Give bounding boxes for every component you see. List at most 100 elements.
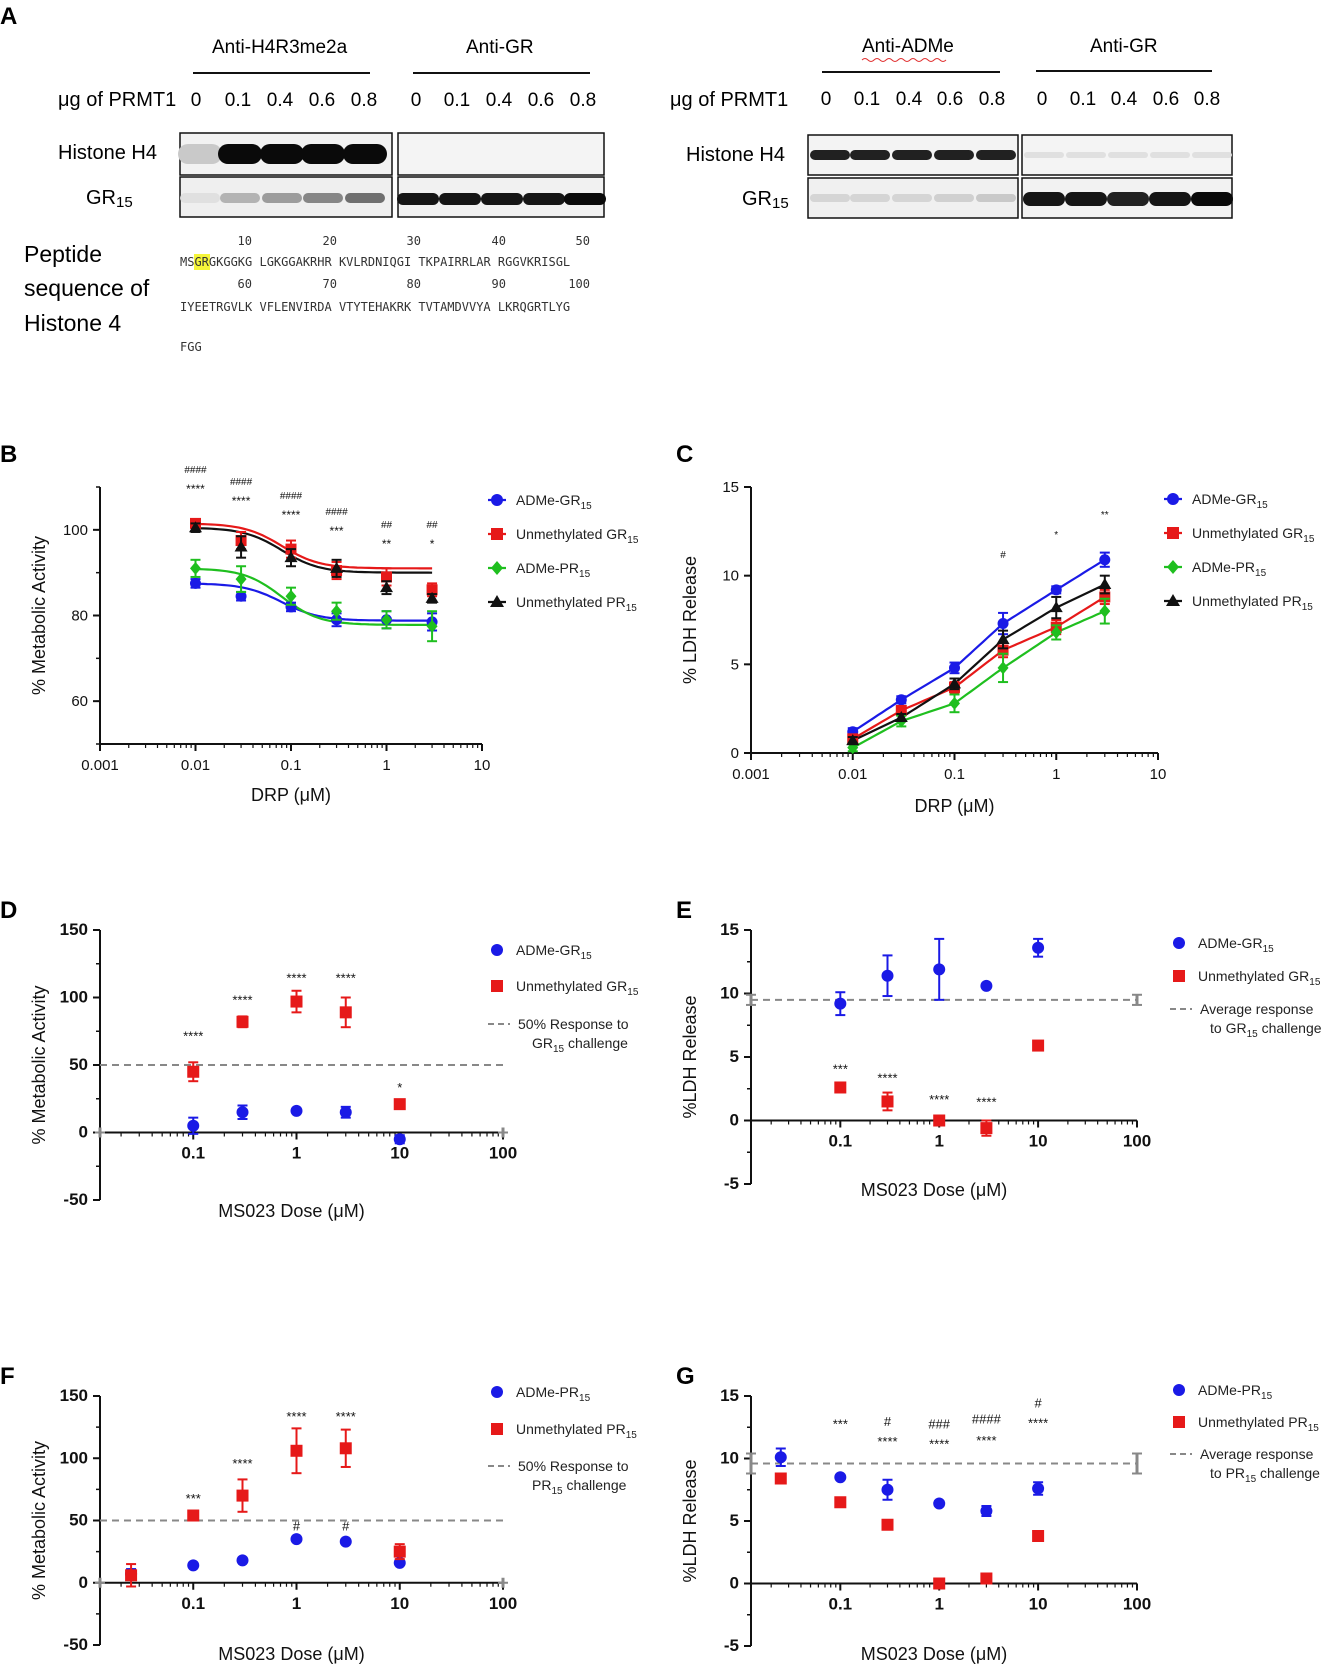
peptide-title-line2: sequence of — [24, 275, 150, 301]
blot-band — [1107, 192, 1149, 206]
data-point — [980, 1572, 993, 1585]
legend-label-sub: 15 — [581, 951, 593, 962]
blot-band — [1065, 192, 1107, 206]
data-point — [1167, 493, 1179, 505]
data-point — [339, 1006, 352, 1019]
blot-band — [481, 193, 523, 205]
data-point — [290, 1533, 303, 1546]
fit-curve — [852, 583, 1106, 742]
y-tick-label: 5 — [730, 1047, 739, 1066]
x-tick-label: 0.1 — [181, 1144, 205, 1163]
dose-label: 0.8 — [1194, 89, 1220, 110]
annotation-hash: #### — [230, 477, 253, 488]
dose-label: 0.1 — [444, 90, 470, 111]
blot-band — [976, 150, 1016, 160]
fit-curve — [852, 558, 1106, 733]
series-unmethylated-pr — [189, 521, 439, 604]
data-point — [774, 1451, 787, 1464]
peptide-number: 20 — [323, 234, 337, 248]
legend-label-main: ADMe-PR — [516, 1384, 579, 1400]
data-point — [949, 696, 960, 710]
y-axis-title: % Metabolic Activity — [29, 536, 49, 695]
y-tick-label: 0 — [730, 1111, 739, 1130]
data-point — [491, 1423, 503, 1435]
data-point — [236, 1489, 249, 1502]
panel-label-a: A — [0, 3, 17, 30]
data-point — [881, 1095, 894, 1108]
peptide-number: 70 — [323, 277, 337, 291]
x-axis-title: MS023 Dose (μM) — [218, 1644, 364, 1664]
fit-curve — [195, 582, 433, 622]
data-point — [339, 1106, 352, 1119]
x-tick-label: 100 — [489, 1144, 517, 1163]
fit-curve — [195, 567, 433, 626]
legend-label-sub: 15 — [1309, 977, 1321, 988]
legend-label: Unmethylated GR15 — [1198, 968, 1321, 988]
peptide-number: 50 — [576, 234, 590, 248]
data-point — [1173, 970, 1185, 982]
annotation: **** — [976, 1433, 996, 1448]
blot-left-doses: 0 0.1 0.4 0.6 0.8 — [191, 90, 378, 111]
blot-band — [1191, 192, 1233, 206]
peptide-number: 90 — [492, 277, 506, 291]
dose-label: 0.4 — [267, 90, 294, 111]
data-point — [125, 1569, 138, 1582]
x-axis-title: DRP (μM) — [914, 796, 994, 816]
data-point — [236, 1554, 249, 1567]
peptide-number: 100 — [568, 277, 590, 291]
dose-label: 0 — [411, 90, 422, 111]
y-tick-label: 0 — [731, 745, 739, 762]
x-tick-label: 1 — [1052, 766, 1060, 783]
data-point — [980, 1122, 993, 1135]
dose-label: 0.1 — [854, 89, 880, 110]
annotation: **** — [929, 1437, 949, 1452]
legend-label-sub: 15 — [1257, 500, 1269, 511]
series-adme-pr — [125, 1533, 406, 1581]
annotation: * — [397, 1080, 402, 1095]
dose-label: 0.6 — [309, 90, 335, 111]
legend-label: ADMe-GR15 — [516, 492, 592, 512]
x-tick-label: 0.01 — [838, 766, 867, 783]
y-tick-label: 100 — [63, 522, 88, 539]
x-tick-label: 0.1 — [828, 1595, 852, 1614]
legend-label: Unmethylated PR15 — [1198, 1414, 1319, 1434]
legend-label-main: Unmethylated PR — [1192, 593, 1302, 609]
data-point — [933, 1114, 946, 1127]
legend-label-main: Unmethylated PR — [516, 1421, 626, 1437]
blot-band — [343, 144, 387, 164]
data-point — [380, 581, 393, 593]
data-point — [491, 561, 503, 575]
y-tick-label: -5 — [724, 1174, 739, 1193]
data-point — [236, 1106, 249, 1119]
data-point — [774, 1472, 787, 1485]
data-point — [234, 540, 248, 552]
data-point — [190, 561, 201, 575]
blot-band — [1023, 192, 1065, 206]
legend-ref-label-2: GR15 challenge — [532, 1035, 628, 1055]
blot-band — [439, 193, 481, 205]
legend-label: Unmethylated PR15 — [1192, 593, 1313, 613]
x-tick-label: 0.1 — [281, 757, 302, 774]
data-point — [1050, 625, 1062, 639]
legend-ref-label-2: PR15 challenge — [532, 1477, 627, 1497]
y-tick-label: 5 — [730, 1511, 739, 1530]
annotation-hash: ** — [1101, 510, 1109, 521]
blot-band — [1149, 192, 1191, 206]
annotation-star: **** — [232, 494, 251, 508]
data-point — [1099, 604, 1111, 618]
data-point — [1173, 1416, 1185, 1428]
legend-label: ADMe-PR15 — [516, 1384, 591, 1404]
legend-label: Unmethylated GR15 — [516, 526, 639, 546]
peptide-number: 40 — [492, 234, 506, 248]
x-tick-label: 0.001 — [81, 757, 119, 774]
blot-band — [850, 150, 890, 160]
annotation: *** — [833, 1062, 848, 1077]
legend-label: Unmethylated GR15 — [516, 978, 639, 998]
data-point — [980, 1505, 993, 1517]
legend-ref-sub: 15 — [551, 1486, 563, 1497]
fit-curve — [852, 610, 1106, 749]
annotation-hash: #### — [325, 507, 348, 518]
blot-band — [934, 194, 974, 202]
legend-label-sub: 15 — [626, 1430, 638, 1441]
dose-label: 0.6 — [528, 90, 554, 111]
